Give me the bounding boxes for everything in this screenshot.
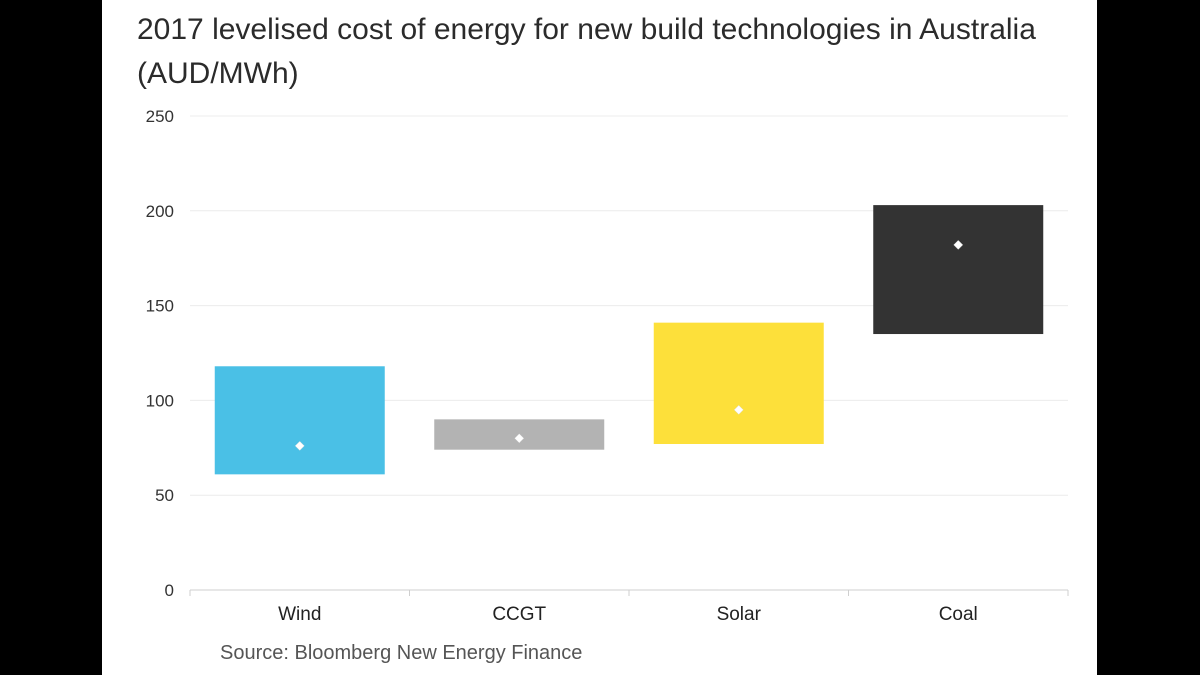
y-tick-label: 200: [146, 202, 174, 221]
y-tick-label: 150: [146, 297, 174, 316]
y-axis-ticks: 0 50 100 150 200 250: [146, 107, 174, 600]
x-axis-labels: Wind CCGT Solar Coal: [278, 604, 978, 625]
range-bar-solar: [653, 322, 824, 445]
source-note: Source: Bloomberg New Energy Finance: [220, 642, 583, 664]
gridlines: [189, 115, 1069, 596]
x-tick-label: Coal: [939, 604, 978, 625]
range-bars: [214, 205, 1044, 475]
x-tick-label: Wind: [278, 604, 321, 625]
midpoint-marker-wind: [294, 441, 305, 451]
midpoint-marker-ccgt: [514, 433, 525, 444]
midpoint-marker-solar: [733, 405, 744, 415]
y-tick-label: 250: [146, 107, 174, 126]
x-tick-label: CCGT: [492, 604, 546, 625]
range-bar-wind: [214, 366, 385, 475]
x-tick-label: Solar: [717, 604, 762, 625]
y-tick-label: 50: [155, 486, 174, 505]
y-tick-label: 100: [146, 391, 174, 410]
y-tick-label: 0: [165, 581, 174, 600]
chart-panel: [102, 0, 1097, 675]
range-bar-coal: [873, 205, 1044, 335]
chart-title: 2017 levelised cost of energy for new bu…: [137, 13, 1036, 90]
midpoint-marker-coal: [953, 240, 964, 250]
